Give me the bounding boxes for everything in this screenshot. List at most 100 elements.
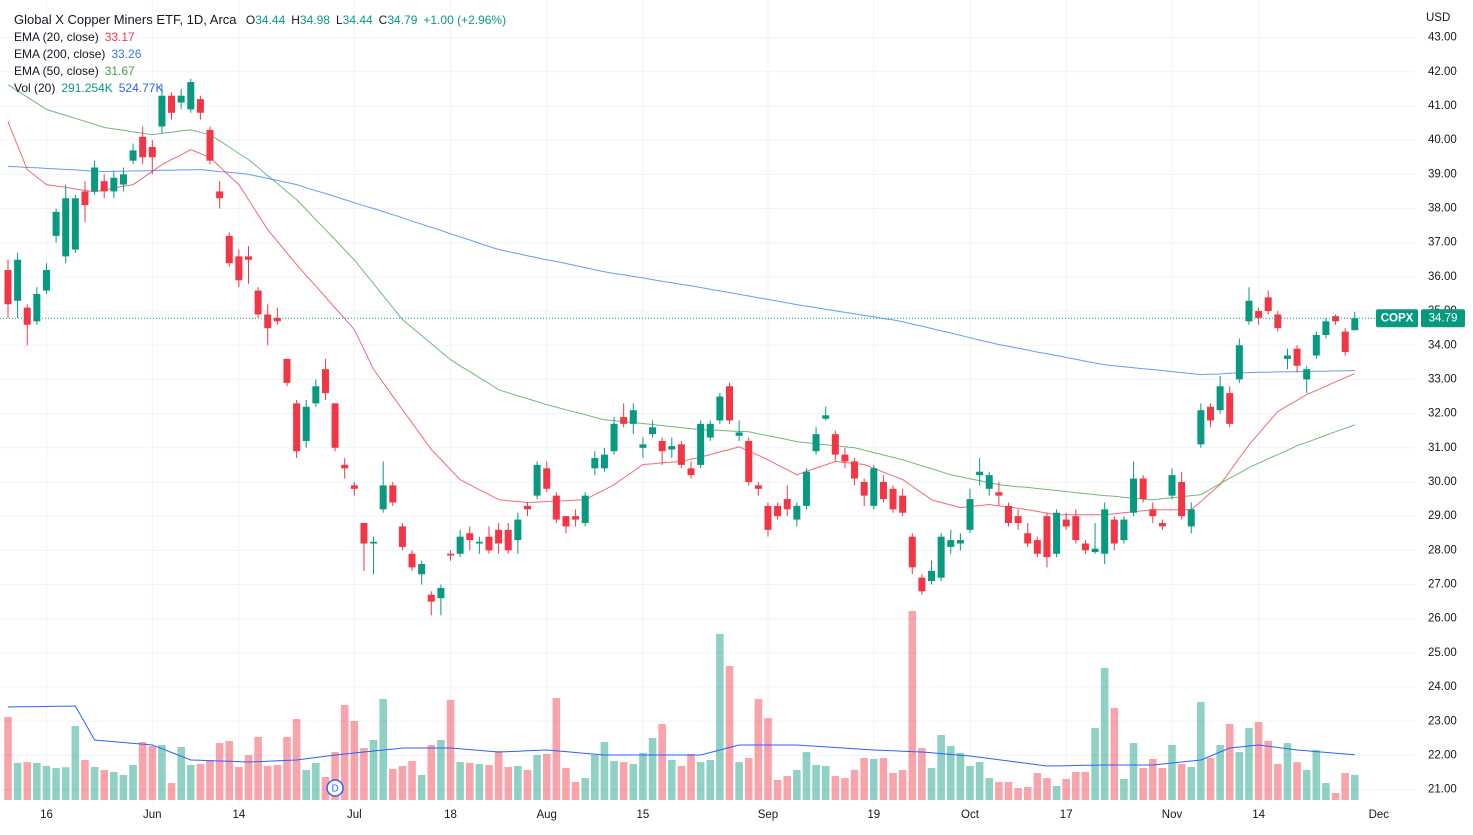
indicator-value: 33.17 [104, 30, 135, 44]
x-tick-label: 18 [444, 809, 457, 821]
volume-bar [831, 776, 840, 800]
volume-bar [408, 761, 416, 800]
volume-bar [793, 770, 801, 800]
volume-bar [456, 762, 464, 800]
x-tick-label: 17 [1060, 809, 1073, 821]
volume-bar [129, 765, 137, 800]
volume-bar [985, 778, 994, 800]
volume-ma-value: 524.77K [118, 81, 164, 95]
candle-body [1312, 334, 1320, 356]
candle-body [1043, 516, 1051, 558]
candle-body [783, 499, 791, 510]
volume-bar [389, 768, 397, 800]
candle-body [52, 211, 60, 236]
candle-body [100, 181, 108, 192]
candle-body [437, 587, 445, 599]
volume-bar [841, 778, 849, 800]
y-tick-label: 26.00 [1428, 613, 1457, 625]
volume-bar [158, 745, 166, 800]
volume-bar [90, 766, 99, 800]
volume-bar [552, 698, 561, 800]
volume-bar [273, 765, 282, 800]
y-tick-label: 39.00 [1428, 168, 1457, 180]
volume-bar [1023, 786, 1032, 800]
ema-line [7, 166, 1355, 376]
candle-body [1235, 345, 1243, 380]
candle-body [1283, 355, 1291, 359]
candle-body [928, 570, 936, 582]
volume-bar [465, 762, 474, 800]
volume-bar [379, 698, 387, 800]
y-tick-label: 38.00 [1428, 203, 1457, 215]
volume-bar [658, 723, 666, 800]
candle-body [706, 423, 714, 438]
candle-body [148, 146, 156, 158]
candle-body [1149, 509, 1157, 517]
x-tick-label: Jun [143, 809, 162, 821]
volume-bar [1043, 778, 1051, 800]
candle-body [658, 440, 666, 452]
volume-bar [533, 755, 541, 800]
candle-body [966, 499, 974, 530]
candle-body [1255, 311, 1263, 318]
volume-bar [23, 762, 32, 800]
volume-bar [110, 771, 118, 800]
candle-body [514, 519, 522, 541]
candle-body [302, 406, 310, 441]
x-tick-label: 19 [867, 809, 880, 821]
candle-body [1168, 475, 1176, 496]
volume-bar [504, 766, 513, 800]
candle-body [177, 95, 185, 103]
volume-bar [542, 753, 551, 800]
volume-bar [283, 736, 291, 800]
candle-body [1303, 369, 1311, 380]
candle-body [139, 136, 147, 158]
candle-body [1091, 548, 1099, 553]
candle-body [639, 444, 647, 448]
volume-bar [119, 775, 128, 800]
volume-bar [1033, 773, 1042, 800]
volume-bar [177, 746, 185, 800]
candle-body [1245, 300, 1253, 322]
x-tick-label: 14 [1252, 809, 1265, 821]
volume-bar [610, 761, 618, 800]
currency-label: USD [1426, 12, 1450, 24]
ohlc-item: O34.44 [246, 13, 285, 27]
candle-body [331, 403, 339, 448]
volume-bar [995, 781, 1003, 800]
y-tick-label: 30.00 [1428, 476, 1457, 488]
candle-body [418, 564, 426, 575]
ohlc-value: 34.44 [342, 13, 373, 27]
volume-bar [975, 762, 984, 800]
volume-bar [417, 775, 426, 800]
volume-bar [186, 765, 195, 800]
x-tick-label: 14 [232, 809, 245, 821]
candle-body [1351, 318, 1359, 331]
candle-body [591, 458, 599, 469]
y-tick-label: 32.00 [1428, 408, 1457, 420]
symbol-tag-label: COPX [1381, 312, 1414, 324]
title-row: Global X Copper Miners ETF, 1D, Arca O34… [14, 11, 512, 29]
candle-body [321, 369, 329, 394]
volume-bar [581, 778, 589, 800]
y-tick-label: 34.00 [1428, 339, 1457, 351]
x-tick-label: Jul [347, 809, 362, 821]
candle-body [33, 293, 41, 322]
candle-body [216, 191, 224, 199]
volume-bar [1187, 766, 1196, 800]
volume-bar [81, 760, 89, 800]
candle-body [389, 485, 397, 503]
candle-body [870, 468, 878, 506]
ohlc-value: 34.98 [299, 13, 330, 27]
volume-bar [629, 763, 638, 800]
candle-body [23, 307, 31, 325]
ohlc-name: H [291, 13, 300, 27]
candle-body [764, 505, 772, 530]
volume-bar [889, 773, 897, 800]
candle-body [360, 522, 368, 544]
candle-body [697, 423, 705, 465]
volume-bar [956, 753, 965, 800]
candle-body [1004, 505, 1012, 523]
candle-body [427, 594, 435, 602]
volume-bar [1274, 763, 1282, 800]
